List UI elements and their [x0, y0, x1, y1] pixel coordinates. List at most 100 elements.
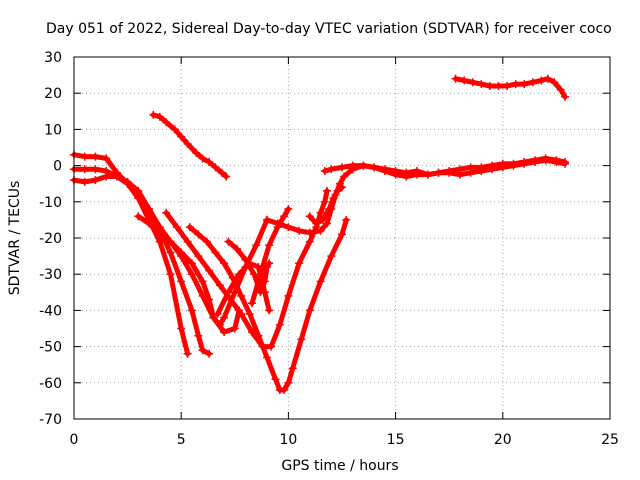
data-point	[177, 132, 186, 141]
data-point	[80, 152, 89, 161]
data-point	[252, 241, 261, 250]
data-point	[80, 177, 89, 186]
data-point	[265, 306, 274, 315]
data-point	[80, 165, 89, 174]
data-point	[183, 237, 192, 246]
data-point	[260, 277, 269, 286]
data-point	[155, 112, 164, 121]
data-point	[413, 170, 421, 179]
data-point	[284, 223, 293, 232]
data-point	[166, 237, 175, 246]
data-point	[552, 158, 561, 166]
data-point	[402, 172, 411, 181]
data-point	[359, 161, 368, 170]
data-point	[445, 168, 454, 177]
data-point	[226, 295, 235, 304]
data-point	[256, 270, 265, 279]
data-point	[342, 215, 351, 224]
data-point	[224, 237, 233, 246]
data-point	[149, 110, 158, 119]
data-point	[316, 208, 325, 217]
data-point	[543, 74, 552, 83]
data-point	[561, 92, 569, 101]
data-point	[327, 165, 336, 174]
data-point	[284, 291, 293, 300]
data-point	[325, 205, 334, 213]
x-tick-label: 25	[601, 432, 619, 448]
data-point	[134, 212, 143, 221]
data-point	[162, 208, 171, 217]
data-point	[187, 270, 196, 279]
data-point	[466, 168, 475, 177]
data-point	[275, 320, 284, 329]
data-point	[284, 205, 293, 213]
data-point	[550, 78, 559, 87]
data-point	[194, 331, 203, 340]
data-point	[511, 80, 520, 89]
data-point	[91, 152, 100, 161]
data-point	[213, 310, 222, 318]
series-arc-10	[248, 205, 293, 308]
data-point	[217, 168, 226, 177]
data-point	[267, 342, 276, 351]
data-point	[205, 295, 214, 304]
x-tick-label: 10	[279, 432, 297, 448]
y-tick-label: 10	[44, 122, 62, 138]
data-point	[183, 349, 192, 358]
x-tick-label: 0	[70, 432, 79, 448]
data-point	[451, 74, 460, 83]
data-point	[327, 252, 336, 261]
data-point	[224, 288, 233, 297]
data-point	[192, 148, 201, 157]
y-tick-label: -60	[39, 376, 62, 392]
data-point	[102, 154, 111, 163]
data-point	[295, 259, 304, 268]
series-arc-11	[305, 183, 346, 228]
data-point	[323, 219, 331, 228]
y-axis-label: SDTVAR / TECUs	[7, 181, 23, 296]
data-point	[316, 277, 325, 286]
data-point	[537, 76, 546, 85]
data-point	[455, 170, 464, 179]
data-point	[333, 186, 342, 195]
data-point	[91, 165, 100, 174]
data-point	[528, 78, 537, 87]
data-point	[556, 85, 565, 94]
x-tick-label: 5	[177, 432, 186, 448]
data-point	[338, 230, 346, 239]
data-point	[211, 248, 220, 257]
data-point	[166, 248, 175, 257]
data-point	[271, 375, 280, 384]
data-point	[273, 223, 282, 232]
data-point	[145, 219, 153, 228]
data-point	[265, 241, 274, 250]
data-point	[305, 228, 314, 237]
data-point	[338, 183, 346, 192]
data-point	[520, 159, 529, 168]
data-point	[187, 306, 196, 315]
data-point	[305, 237, 314, 246]
data-point	[177, 248, 186, 257]
y-tick-label: -70	[39, 412, 62, 428]
data-point	[561, 159, 569, 168]
data-point	[237, 310, 246, 318]
data-point	[205, 266, 214, 275]
data-point	[318, 215, 327, 224]
data-point	[166, 270, 175, 279]
series-arc-14	[451, 74, 569, 101]
data-point	[205, 349, 214, 358]
data-point	[211, 163, 220, 172]
data-point	[237, 291, 246, 300]
data-point	[134, 186, 143, 195]
data-point	[205, 158, 214, 166]
data-point	[254, 331, 263, 340]
series-arc-12	[320, 156, 569, 181]
data-point	[323, 186, 331, 195]
data-point	[288, 364, 297, 373]
y-tick-label: -30	[39, 267, 62, 283]
series-layer	[70, 74, 569, 394]
data-point	[215, 320, 224, 329]
data-point	[222, 172, 231, 181]
